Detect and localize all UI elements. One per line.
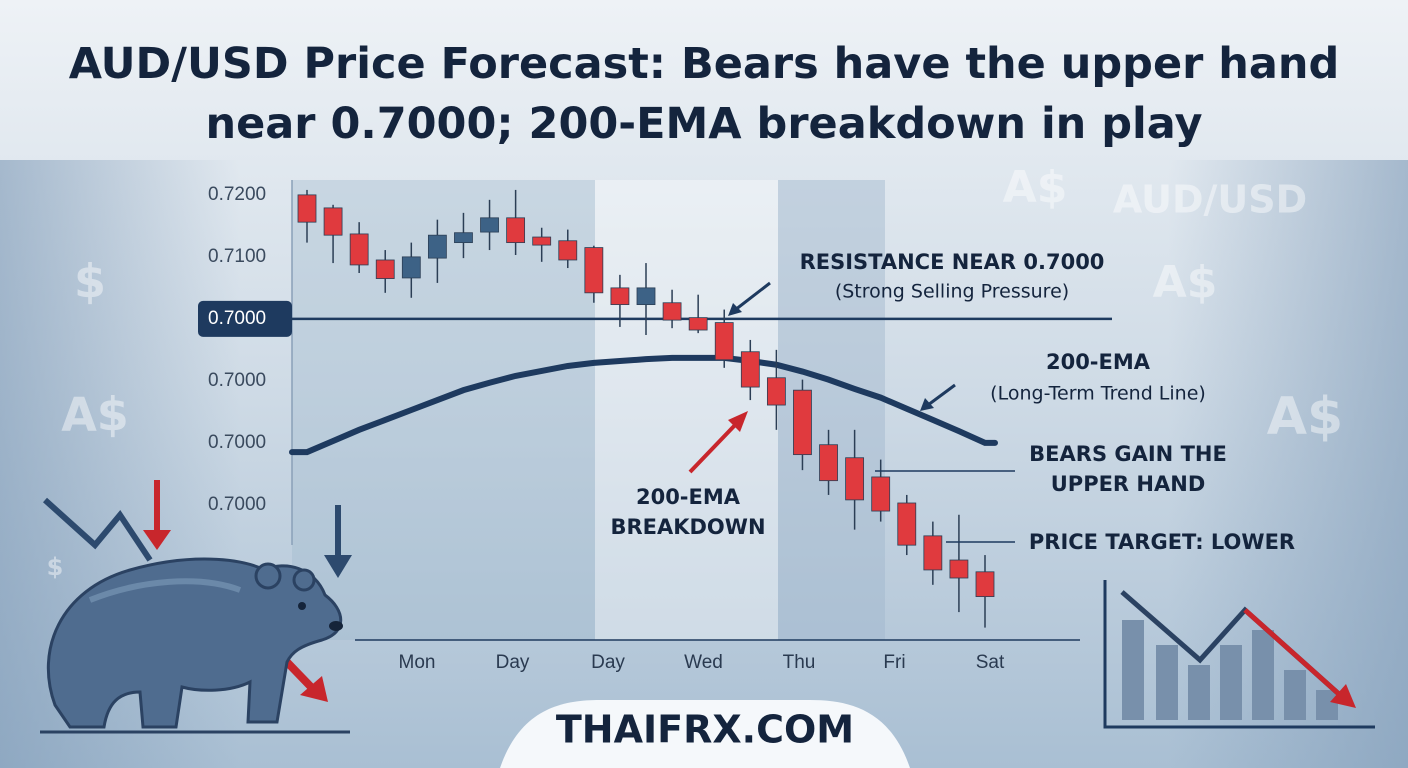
- title: AUD/USD Price Forecast: Bears have the u…: [68, 39, 1340, 149]
- x-tick-label: Sat: [976, 652, 1005, 673]
- decor-arrow: [300, 676, 328, 702]
- y-tick-label: 0.7000: [208, 370, 266, 391]
- arrow: [688, 421, 739, 474]
- candle-body: [558, 240, 578, 261]
- candle-body: [454, 232, 473, 244]
- x-tick-label: Wed: [684, 652, 723, 673]
- ema-line: [289, 354, 998, 456]
- candle-body: [610, 287, 630, 306]
- x-tick-label: Mon: [399, 652, 436, 673]
- candle-body: [740, 351, 760, 388]
- annotation: PRICE TARGET: LOWER: [1029, 530, 1295, 554]
- y-tick-label: 0.7000: [208, 308, 266, 329]
- candle-body: [480, 217, 499, 233]
- x-tick-label: Fri: [883, 652, 905, 673]
- x-tick-label: Day: [591, 652, 625, 673]
- arrow-head: [728, 411, 748, 432]
- candle-body: [949, 559, 969, 579]
- annotation: 200-EMA: [636, 485, 741, 509]
- y-tick-label: 0.7000: [208, 432, 266, 453]
- watermark: A$: [1003, 162, 1068, 213]
- decor-arrow: [324, 555, 352, 578]
- watermark: $: [47, 553, 64, 581]
- candle-body: [871, 476, 891, 512]
- candle-body: [297, 194, 317, 223]
- y-tick-label: 0.7000: [208, 494, 266, 515]
- y-tick-label: 0.7100: [208, 246, 266, 267]
- candle-body: [349, 233, 369, 266]
- annotation: 200-EMA: [1046, 350, 1151, 374]
- x-tick-label: Day: [496, 652, 530, 673]
- candle-body: [662, 302, 682, 321]
- watermark: A$: [61, 388, 129, 442]
- arrow: [734, 281, 771, 312]
- annotation-note: (Strong Selling Pressure): [835, 281, 1069, 303]
- x-tick-label: Thu: [783, 652, 816, 673]
- candle-body: [427, 234, 447, 259]
- watermark: A$: [1267, 387, 1343, 447]
- arrow-head: [920, 398, 934, 411]
- candle-body: [323, 207, 343, 236]
- shade-band: [595, 180, 778, 640]
- candle-body: [923, 535, 943, 571]
- y-tick-highlight: [198, 300, 292, 337]
- logo: THAIFRX.COM: [556, 708, 854, 752]
- annotation: UPPER HAND: [1051, 472, 1206, 496]
- annotation: BREAKDOWN: [610, 515, 765, 539]
- annotation: BEARS GAIN THE: [1029, 442, 1227, 466]
- logo-pill: [500, 700, 910, 768]
- decor-arrow: [42, 497, 153, 562]
- annotation: RESISTANCE NEAR 0.7000: [800, 250, 1105, 274]
- watermark: AUD/USD: [1113, 178, 1307, 222]
- candle-body: [375, 259, 395, 279]
- candle-body: [897, 502, 917, 546]
- watermark: $: [74, 255, 106, 309]
- candle-body: [766, 377, 786, 406]
- plot: 0.7200 0.7100 0.7000 0.7000 0.7000 0.7000 Mon D…: [198, 180, 1112, 673]
- bear-illustration: [46, 557, 343, 729]
- decor-arrow: [143, 530, 171, 550]
- arrow-head: [728, 303, 742, 316]
- candle-body: [688, 317, 708, 331]
- candle-body: [714, 322, 734, 361]
- decor-arrow: [282, 657, 315, 691]
- candle-body: [793, 389, 812, 456]
- candle-body: [532, 236, 552, 246]
- candle-body: [584, 247, 604, 294]
- candle-body: [401, 256, 421, 279]
- annotation-note: (Long-Term Trend Line): [990, 383, 1206, 405]
- y-tick-label: 0.7200: [208, 184, 266, 205]
- candle-body: [845, 457, 865, 501]
- candle-body: [819, 444, 838, 482]
- candle-body: [636, 287, 656, 306]
- watermark: A$: [1153, 257, 1218, 308]
- watermarks: A$ AUD/USD A$ $ A$ A$ $: [47, 162, 1344, 581]
- mini-chart: [1103, 580, 1375, 729]
- candle-body: [506, 217, 526, 244]
- candle-body: [975, 571, 995, 598]
- arrow: [927, 383, 956, 407]
